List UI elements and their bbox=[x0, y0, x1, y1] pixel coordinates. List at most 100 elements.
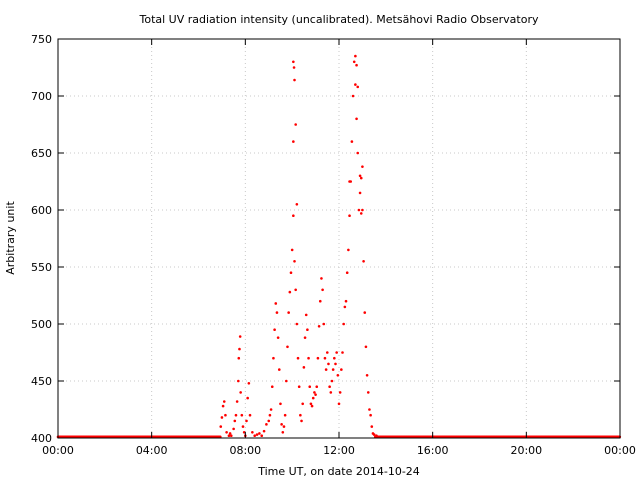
data-point bbox=[248, 413, 252, 417]
data-point bbox=[336, 374, 340, 377]
data-point bbox=[321, 288, 324, 292]
y-tick-label: 450 bbox=[31, 375, 52, 388]
data-point bbox=[268, 413, 272, 417]
data-point bbox=[348, 214, 351, 217]
axis-ticks: 00:00 04:00 08:00 12:00 16:00 20:00 00:0040045… bbox=[31, 33, 636, 457]
data-point bbox=[342, 322, 345, 326]
data-point bbox=[292, 60, 295, 64]
data-point bbox=[290, 248, 294, 252]
data-point bbox=[335, 351, 338, 354]
data-point bbox=[239, 391, 242, 394]
data-point bbox=[246, 396, 249, 400]
data-point bbox=[306, 328, 309, 332]
data-point bbox=[299, 413, 302, 417]
data-point bbox=[308, 385, 312, 389]
data-point bbox=[277, 368, 281, 371]
data-point bbox=[237, 379, 240, 383]
y-tick-label: 700 bbox=[31, 90, 52, 103]
data-point bbox=[233, 419, 237, 423]
data-point bbox=[221, 404, 225, 408]
data-point bbox=[265, 423, 268, 426]
data-point bbox=[330, 379, 334, 383]
data-point bbox=[361, 165, 364, 168]
data-point bbox=[344, 299, 348, 303]
data-point bbox=[237, 356, 241, 360]
data-point bbox=[238, 335, 242, 338]
data-point bbox=[242, 431, 246, 434]
y-tick-label: 750 bbox=[31, 33, 52, 46]
y-tick-label: 400 bbox=[31, 432, 52, 445]
data-point bbox=[372, 433, 376, 436]
data-point bbox=[368, 408, 371, 411]
data-point bbox=[338, 391, 342, 394]
data-point bbox=[247, 381, 251, 385]
y-axis-label: Arbitrary unit bbox=[4, 201, 17, 275]
data-point bbox=[316, 356, 320, 360]
data-point bbox=[318, 299, 322, 303]
data-point bbox=[293, 78, 296, 82]
data-point bbox=[370, 425, 374, 428]
x-tick-label: 04:00 bbox=[136, 444, 168, 457]
data-point bbox=[227, 434, 231, 438]
data-point bbox=[294, 123, 297, 126]
data-point bbox=[228, 432, 232, 435]
data-point bbox=[369, 413, 372, 417]
data-point bbox=[307, 356, 310, 360]
data-point bbox=[258, 432, 261, 435]
data-point bbox=[251, 431, 254, 434]
data-point bbox=[317, 324, 321, 328]
data-point bbox=[365, 374, 369, 377]
data-point bbox=[363, 311, 367, 314]
y-tick-label: 550 bbox=[31, 261, 52, 274]
data-point bbox=[240, 413, 244, 417]
data-point bbox=[225, 431, 228, 434]
data-point bbox=[281, 431, 285, 434]
data-point bbox=[222, 400, 226, 403]
data-point bbox=[314, 393, 317, 396]
data-point bbox=[337, 402, 341, 406]
data-point bbox=[327, 362, 330, 366]
data-point bbox=[310, 404, 314, 408]
data-point bbox=[351, 94, 355, 98]
data-point bbox=[286, 345, 289, 349]
data-point bbox=[232, 427, 235, 431]
data-point bbox=[304, 313, 308, 317]
data-point bbox=[357, 208, 361, 212]
data-point bbox=[292, 214, 295, 217]
data-point bbox=[348, 180, 351, 183]
data-point bbox=[356, 85, 360, 89]
data-point bbox=[359, 212, 363, 215]
data-point bbox=[238, 347, 241, 351]
data-point bbox=[253, 434, 256, 438]
data-point bbox=[262, 429, 266, 433]
data-point bbox=[334, 362, 337, 366]
x-tick-label: 00:00 bbox=[604, 444, 636, 457]
data-point bbox=[329, 391, 333, 394]
data-point bbox=[295, 203, 299, 206]
data-point bbox=[272, 356, 275, 360]
data-point bbox=[366, 391, 370, 394]
data-point bbox=[282, 425, 286, 428]
data-point bbox=[309, 402, 313, 406]
data-point bbox=[297, 385, 301, 389]
data-point bbox=[358, 191, 362, 195]
data-point bbox=[354, 54, 357, 58]
x-tick-label: 12:00 bbox=[323, 444, 355, 457]
data-point bbox=[313, 391, 316, 394]
data-point bbox=[274, 302, 278, 305]
data-point bbox=[354, 83, 357, 86]
data-point bbox=[323, 356, 327, 360]
data-point bbox=[276, 336, 280, 339]
data-point bbox=[279, 402, 282, 406]
data-point bbox=[245, 419, 248, 423]
data-point bbox=[273, 328, 276, 332]
data-point bbox=[296, 356, 300, 360]
data-point bbox=[361, 208, 364, 212]
data-point bbox=[235, 400, 239, 403]
data-point bbox=[275, 311, 279, 314]
data-point bbox=[333, 356, 336, 360]
data-point bbox=[289, 271, 293, 275]
data-point bbox=[355, 63, 358, 67]
data-point bbox=[267, 419, 271, 423]
